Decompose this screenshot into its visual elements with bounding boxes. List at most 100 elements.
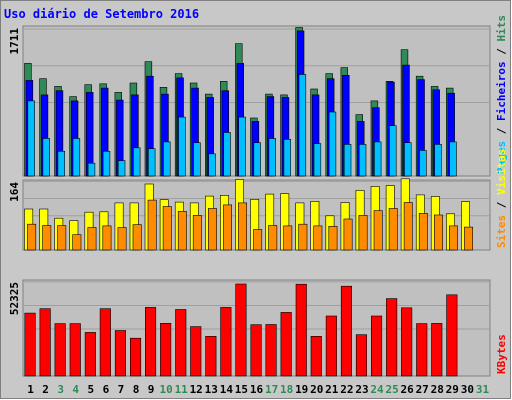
bar-kbytes-day-18 [280,312,292,377]
x-tick-label-6: 6 [103,383,110,396]
bar-sites-day-28 [433,214,443,251]
bar-sites-day-12 [192,215,202,251]
bar-sites-day-11 [177,211,187,251]
bar-kbytes-day-24 [370,315,383,377]
bar-sites-day-3 [57,225,67,251]
bar-sites-day-21 [328,226,338,251]
bar-pages-day-12 [193,142,201,177]
panel-visits-label-visitas: Visitas [495,149,508,195]
bar-kbytes-day-17 [265,324,277,377]
bar-kbytes-day-2 [39,308,51,377]
bar-sites-day-17 [268,225,278,251]
bar-kbytes-day-19 [295,283,307,377]
x-tick-label-1: 1 [27,383,34,396]
bar-kbytes-day-9 [145,307,157,377]
x-tick-label-13: 13 [205,383,218,396]
bar-sites-day-4 [72,234,82,251]
bar-pages-day-27 [419,150,427,177]
bar-pages-day-14 [223,132,231,177]
bar-kbytes-day-7 [114,330,126,377]
bar-pages-day-24 [373,141,382,177]
bar-pages-day-8 [133,147,141,177]
bar-sites-day-8 [132,224,142,251]
bar-sites-day-13 [208,208,217,251]
x-tick-label-28: 28 [431,383,444,396]
bar-kbytes-day-8 [130,337,142,377]
bar-kbytes-day-25 [386,298,398,377]
bar-sites-day-2 [42,225,52,251]
panel-visits: 164 Sites / Visitas [8,149,508,251]
bar-pages-day-2 [42,138,51,177]
x-tick-label-3: 3 [57,383,64,396]
panel-hits: 1711 Pages / Ficheiros / Hits [8,15,508,177]
bar-pages-day-19 [298,74,307,177]
bar-sites-day-6 [102,225,112,251]
x-tick-label-7: 7 [118,383,125,396]
bar-pages-day-6 [102,151,111,177]
bar-pages-day-15 [238,116,246,177]
panel-visits-label-sites: Sites [495,215,508,248]
series-kbytes [24,283,458,377]
bar-kbytes-day-5 [84,332,96,377]
chart-panels: 1711 Pages / Ficheiros / Hits 164 Sites / V… [8,15,508,377]
bar-kbytes-day-28 [431,323,443,377]
bar-pages-day-28 [434,144,442,177]
bar-pages-day-7 [117,160,126,177]
x-tick-label-9: 9 [148,383,155,396]
x-tick-label-21: 21 [325,383,339,396]
x-tick-label-10: 10 [159,383,172,396]
panel-hits-series-label: Pages / Ficheiros / Hits [495,15,508,174]
bar-sites-day-9 [147,199,157,251]
bar-sites-day-14 [223,204,232,251]
bar-sites-day-22 [343,218,353,251]
x-tick-label-19: 19 [295,383,308,396]
bar-kbytes-day-1 [24,312,36,377]
bar-pages-day-18 [283,139,291,177]
chart-title: Uso diário de Setembro 2016 [4,7,199,21]
bar-sites-day-30 [464,226,473,251]
bar-kbytes-day-16 [250,324,262,377]
bar-sites-day-24 [373,210,383,251]
x-tick-label-16: 16 [250,383,264,396]
bar-pages-day-11 [178,116,186,177]
bar-pages-day-17 [268,138,276,177]
bar-kbytes-day-12 [190,326,202,377]
series-sites [27,199,473,251]
panel-hits-label-separator: / [495,121,508,141]
panel-hits-label-hits: Hits [495,15,508,42]
bar-kbytes-day-4 [69,323,81,377]
bar-pages-day-4 [72,138,81,177]
x-tick-label-2: 2 [42,383,49,396]
panel-visits-scale-label: 164 [8,182,21,202]
bar-pages-day-10 [163,141,171,177]
bar-kbytes-day-20 [310,335,322,377]
bar-kbytes-day-21 [325,315,337,377]
x-tick-label-4: 4 [72,383,79,396]
panel-hits-scale-label: 1711 [8,28,21,55]
x-tick-label-15: 15 [235,383,248,396]
bar-kbytes-day-13 [205,335,217,377]
panel-hits-label-ficheiros: Ficheiros [495,61,508,121]
bar-sites-day-20 [313,225,323,251]
bar-pages-day-16 [253,142,261,177]
x-tick-label-30: 30 [461,383,474,396]
bar-sites-day-15 [238,202,247,251]
x-tick-label-22: 22 [340,383,353,396]
bar-pages-day-21 [328,111,337,177]
panel-kbytes: 52325 KBytes [8,279,508,377]
bar-sites-day-10 [162,206,172,251]
x-tick-label-25: 25 [385,383,398,396]
x-tick-label-18: 18 [280,383,293,396]
panel-hits-label-separator: / [495,42,508,62]
bar-pages-day-22 [343,144,352,177]
bar-sites-day-16 [253,229,263,251]
x-axis-tick-labels: 1 2 3 4 5 6 7 8 9 10 11 12 13 14 15 16 17 18 19 20 21 22 23 24 2… [27,383,489,396]
bar-pages-day-29 [449,141,457,177]
x-tick-label-12: 12 [190,383,203,396]
bar-pages-day-5 [87,162,96,177]
x-tick-label-8: 8 [133,383,140,396]
x-tick-label-29: 29 [446,383,459,396]
bar-pages-day-3 [57,151,66,177]
x-tick-label-11: 11 [175,383,189,396]
x-tick-label-17: 17 [265,383,278,396]
